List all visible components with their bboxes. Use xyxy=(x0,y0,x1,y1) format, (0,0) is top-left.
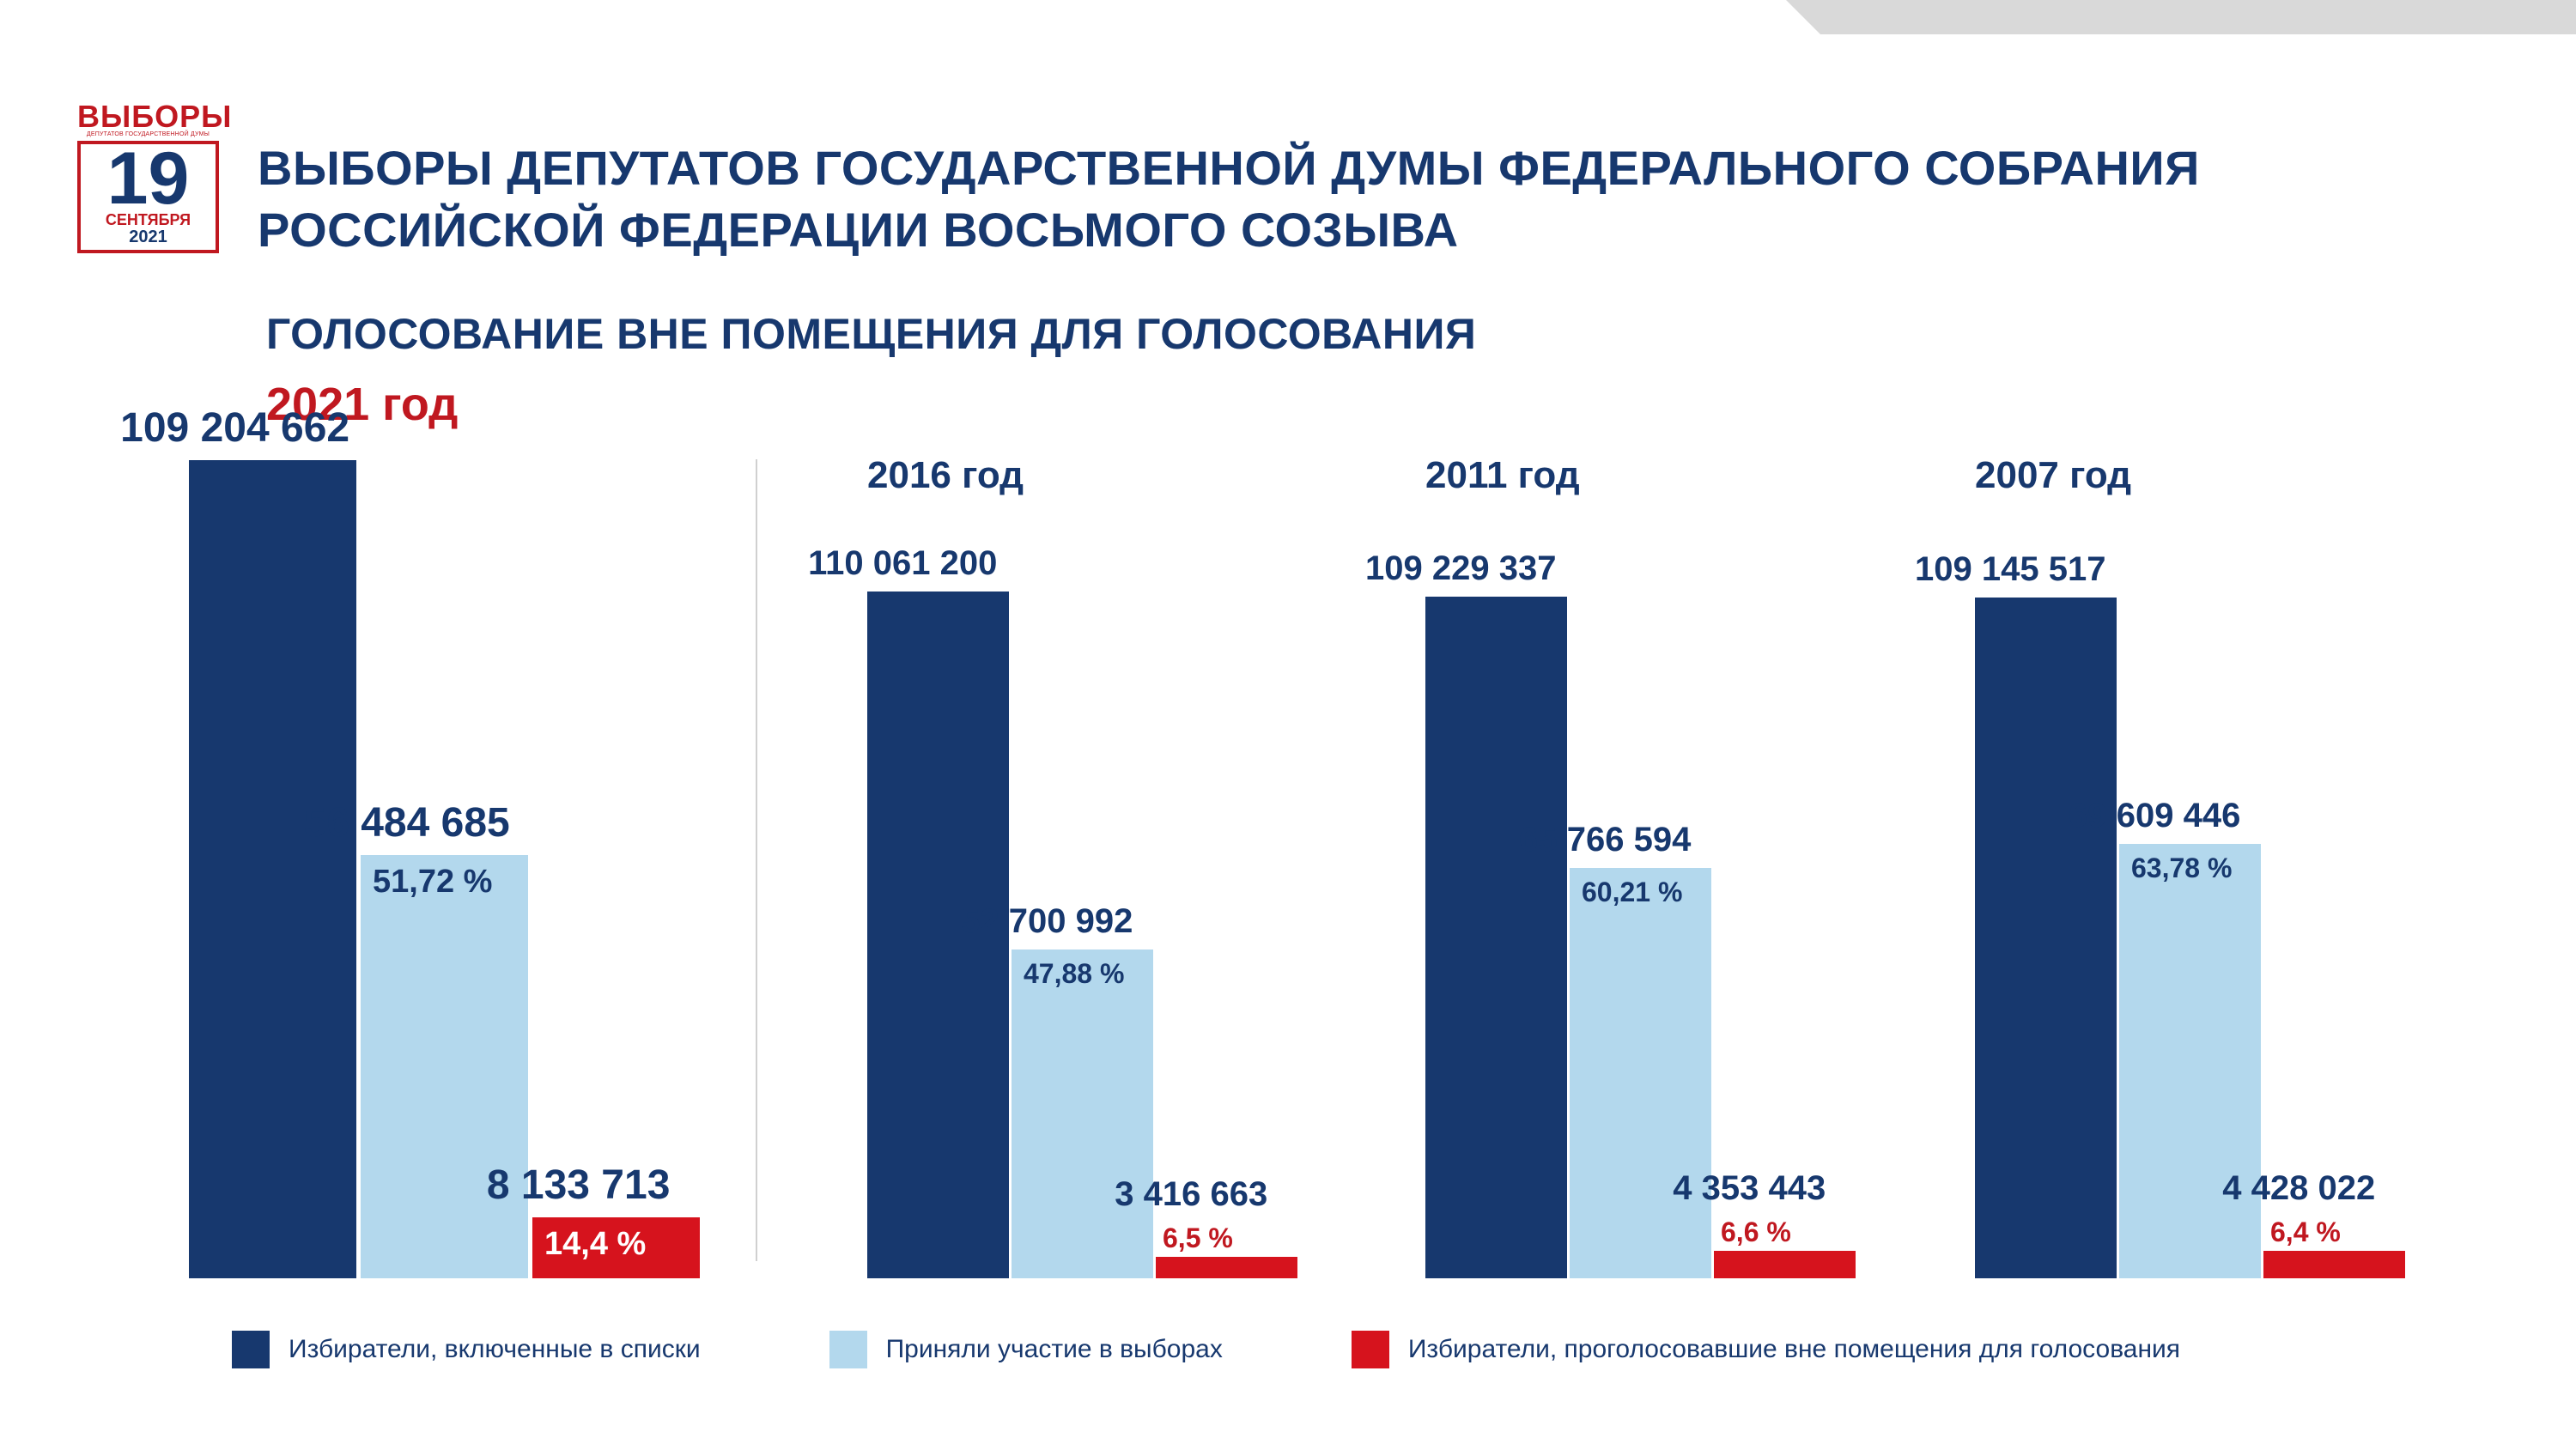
bar: 4 353 4436,6 % xyxy=(1714,1169,1856,1278)
year-label: 2007 год xyxy=(1975,454,2131,497)
year-label: 2011 год xyxy=(1425,454,1580,497)
logo-day: 19 xyxy=(81,146,216,212)
corner-accent xyxy=(1820,0,2576,34)
page-title: ВЫБОРЫ ДЕПУТАТОВ ГОСУДАРСТВЕННОЙ ДУМЫ ФЕ… xyxy=(258,137,2473,260)
chart-bars: 109 229 33765 766 59460,21 %4 353 4436,6… xyxy=(1425,549,1856,1278)
legend-swatch-outside xyxy=(1352,1331,1389,1368)
bar-value: 69 609 446 xyxy=(2013,797,2296,835)
legend-item-listed: Избиратели, включенные в списки xyxy=(232,1331,701,1368)
legend-label-listed: Избиратели, включенные в списки xyxy=(289,1335,701,1364)
legend-label-outside: Избиратели, проголосовавшие вне помещени… xyxy=(1408,1335,2180,1364)
bar-value: 65 766 594 xyxy=(1463,821,1747,859)
bar-value: 52 700 992 xyxy=(905,902,1188,941)
legend: Избиратели, включенные в списки Приняли … xyxy=(232,1331,2473,1368)
chart-bars: 109 145 51769 609 446 63,78 % 4 428 0226,4… xyxy=(1975,550,2405,1278)
bar-value: 4 353 443 xyxy=(1607,1169,1891,1208)
bar: 3 416 6636,5 % xyxy=(1156,1175,1297,1278)
bar: 4 428 0226,4 % xyxy=(2263,1169,2405,1278)
logo-word: ВЫБОРЫ xyxy=(77,99,219,135)
logo-subline: ДЕПУТАТОВ ГОСУДАРСТВЕННОЙ ДУМЫ xyxy=(77,131,219,137)
bar-percent: 6,4 % xyxy=(2270,1216,2341,1248)
bar-rect xyxy=(189,460,356,1278)
bar: 8 133 71314,4 % xyxy=(532,1162,700,1278)
bar-rect: 6,5 % xyxy=(1156,1257,1297,1278)
bar-rect xyxy=(1975,598,2117,1278)
bar: 109 229 337 xyxy=(1425,549,1567,1278)
bar-percent: 51,72 % xyxy=(373,864,492,901)
bar-rect: 6,6 % xyxy=(1714,1251,1856,1278)
year-label: 2016 год xyxy=(867,454,1024,497)
logo-year: 2021 xyxy=(81,228,216,246)
bar-rect: 47,88 % xyxy=(1012,949,1153,1278)
legend-item-outside: Избиратели, проголосовавшие вне помещени… xyxy=(1352,1331,2180,1368)
bar-rect: 51,72 % xyxy=(361,855,528,1278)
bar-rect xyxy=(1425,597,1567,1278)
legend-item-turnout: Приняли участие в выборах xyxy=(829,1331,1223,1368)
bar-rect: 60,21 % xyxy=(1570,868,1711,1278)
legend-label-turnout: Приняли участие в выборах xyxy=(886,1335,1223,1364)
bar-value: 8 133 713 xyxy=(419,1162,738,1209)
logo: ВЫБОРЫ ДЕПУТАТОВ ГОСУДАРСТВЕННОЙ ДУМЫ 19… xyxy=(77,99,219,253)
bar-percent: 60,21 % xyxy=(1582,877,1682,908)
bar-value: 109 145 517 xyxy=(1868,550,2152,589)
bar: 109 145 517 xyxy=(1975,550,2117,1278)
logo-month: СЕНТЯБРЯ xyxy=(81,212,216,228)
bar-value: 109 229 337 xyxy=(1319,549,1602,588)
legend-swatch-listed xyxy=(232,1331,270,1368)
chart-group: 2007 год 109 145 51769 609 446 63,78 % 4 42… xyxy=(1975,454,2576,1278)
bar-rect: 63,78 % xyxy=(2119,844,2261,1278)
bar-value: 4 428 022 xyxy=(2157,1169,2440,1208)
bar-value: 3 416 663 xyxy=(1049,1175,1333,1214)
bar-value: 109 204 662 xyxy=(76,404,394,452)
bar-rect: 6,4 % xyxy=(2263,1251,2405,1278)
charts-area: 109 204 66256 484 68551,72 %8 133 71314,… xyxy=(189,455,2473,1278)
bar-percent: 6,6 % xyxy=(1721,1216,1791,1248)
bar: 52 700 99247,88 % xyxy=(1012,902,1153,1278)
chart-bars-2021: 109 204 66256 484 68551,72 %8 133 71314,… xyxy=(189,404,700,1278)
bar-percent: 47,88 % xyxy=(1024,958,1124,990)
bar-percent: 14,4 % xyxy=(544,1226,646,1263)
bar: 65 766 59460,21 % xyxy=(1570,821,1711,1278)
bar-value: 110 061 200 xyxy=(761,544,1044,583)
logo-date-box: 19 СЕНТЯБРЯ 2021 xyxy=(77,141,219,253)
bar-percent: 63,78 % xyxy=(2131,852,2232,884)
chart-bars: 110 061 20052 700 99247,88 %3 416 6636,5… xyxy=(867,544,1297,1278)
bar-rect: 14,4 % xyxy=(532,1217,700,1278)
chart-divider xyxy=(756,459,757,1261)
bar-percent: 6,5 % xyxy=(1163,1222,1233,1254)
legend-swatch-turnout xyxy=(829,1331,867,1368)
bar-value: 56 484 685 xyxy=(247,799,566,846)
page-subtitle: ГОЛОСОВАНИЕ ВНЕ ПОМЕЩЕНИЯ ДЛЯ ГОЛОСОВАНИ… xyxy=(266,309,1476,359)
